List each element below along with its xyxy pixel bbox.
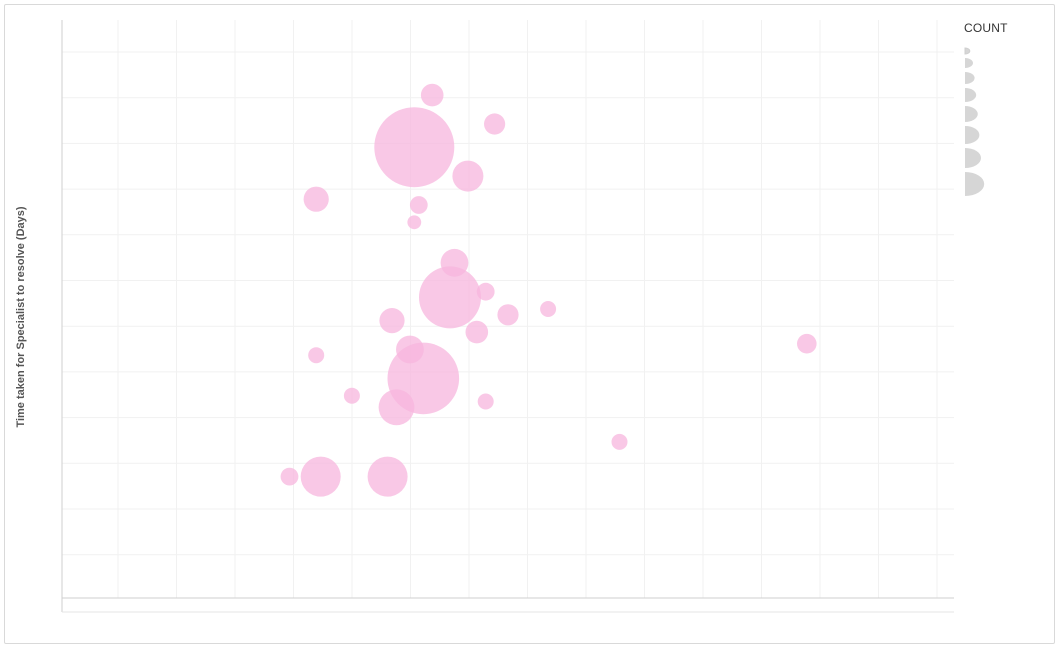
data-point-bubble[interactable]: [420, 83, 444, 107]
data-point-bubble[interactable]: [280, 467, 299, 486]
data-point-bubble[interactable]: [378, 389, 415, 426]
data-point-bubble[interactable]: [308, 347, 325, 364]
legend-swatches: [964, 47, 985, 196]
data-point-bubble[interactable]: [379, 308, 405, 334]
data-point-bubble[interactable]: [367, 456, 408, 497]
data-point-bubble[interactable]: [409, 196, 428, 214]
bubbles: [280, 83, 817, 497]
data-point-bubble[interactable]: [477, 393, 494, 410]
legend-size-swatch: [965, 88, 977, 102]
legend-size-swatch: [965, 172, 985, 196]
data-point-bubble[interactable]: [476, 282, 495, 301]
data-point-bubble[interactable]: [497, 304, 519, 326]
data-point-bubble[interactable]: [611, 433, 628, 450]
data-point-bubble[interactable]: [343, 387, 360, 404]
legend-size-swatch: [965, 72, 975, 84]
legend-size-swatch: [964, 47, 971, 55]
data-point-bubble[interactable]: [797, 333, 817, 354]
data-point-bubble[interactable]: [374, 107, 455, 188]
legend-size-swatch: [965, 126, 980, 144]
data-point-bubble[interactable]: [396, 335, 424, 364]
legend-size-swatch: [965, 106, 978, 122]
y-axis-label: Time taken for Specialist to resolve (Da…: [15, 206, 27, 427]
data-point-bubble[interactable]: [419, 266, 481, 329]
data-point-bubble[interactable]: [300, 456, 341, 497]
grid-lines: [62, 20, 954, 598]
data-point-bubble[interactable]: [452, 160, 484, 192]
data-point-bubble[interactable]: [407, 215, 422, 230]
data-point-bubble[interactable]: [540, 301, 557, 317]
data-point-bubble[interactable]: [303, 186, 329, 212]
legend-size-swatch: [965, 148, 981, 168]
chart-frame: [4, 4, 1055, 644]
legend-title: COUNT: [964, 21, 1008, 35]
data-point-bubble[interactable]: [440, 248, 469, 277]
data-point-bubble[interactable]: [484, 113, 506, 135]
data-point-bubble[interactable]: [465, 320, 489, 344]
legend-size-swatch: [965, 58, 973, 68]
